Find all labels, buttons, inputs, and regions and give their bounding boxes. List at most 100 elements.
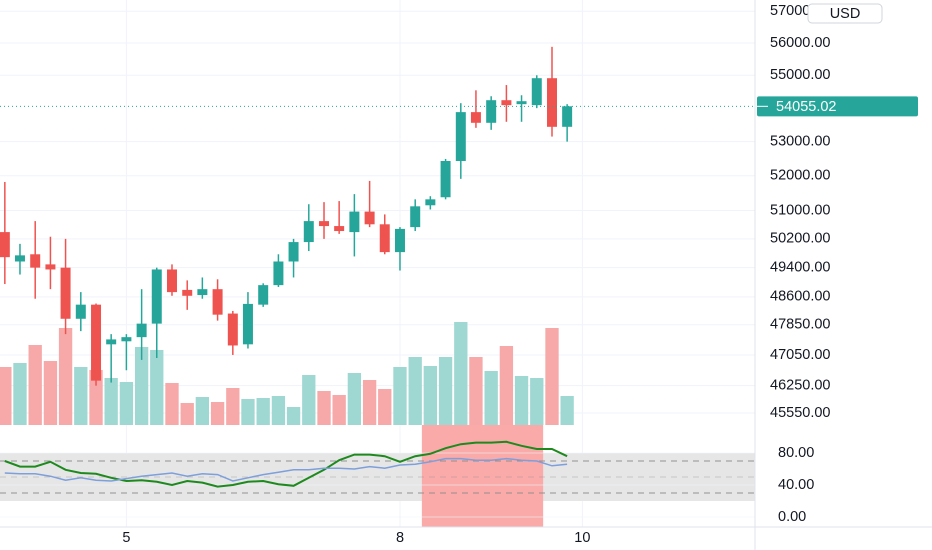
candle-body [212,289,223,315]
candle-body [121,337,132,342]
candle-body [394,228,405,253]
y-tick-label: 55000.00 [770,67,830,83]
y-tick-label: 56000.00 [770,35,830,51]
volume-bar [134,347,149,425]
volume-bar [545,328,559,425]
background-layer [0,0,755,527]
candle-body [334,226,345,232]
volume-bar [484,371,498,425]
volume-bar [560,396,574,425]
candle-body [440,160,451,198]
rsi-line [4,457,568,482]
candle-body [425,199,436,206]
volume-bar [393,367,407,425]
candle-body [136,323,147,338]
y-tick-label: 47850.00 [770,317,830,333]
candle-body [319,221,330,227]
volume-bar [195,397,210,425]
volume-bar [241,399,255,425]
volume-bar [423,366,438,425]
volume-bar [317,391,331,425]
volume-bar [226,388,240,425]
volume-bar [332,395,346,425]
main-layer [0,46,755,488]
volume-bar [454,322,468,425]
volume-bar [74,367,88,425]
candle-body [60,267,71,319]
y-tick-label: 46250.00 [770,378,830,394]
candle-body [0,232,10,258]
candle-body [106,339,117,345]
volume-bar [256,398,270,425]
volume-bar [28,345,42,425]
volume-bar [165,383,179,425]
volume-bar [378,389,392,425]
y-tick-label: 51000.00 [770,202,830,218]
candle-body [531,78,542,106]
y-tick-label: 53000.00 [770,133,830,149]
candle-body [242,303,253,345]
x-tick-label: 5 [122,530,130,546]
x-tick-label: 10 [574,530,590,546]
volume-bar [13,363,27,425]
volume-bar [362,380,377,425]
candle-body [30,254,41,268]
y-tick-label: 52000.00 [770,168,830,184]
volume-bar [58,328,73,425]
y-tick-label: 47050.00 [770,347,830,363]
volume-bar [302,375,316,425]
last-price-badge [757,96,918,117]
candle-body [364,211,375,225]
last-price-label: 54055.02 [776,99,836,115]
candle-body [501,100,512,106]
candle-body [547,78,557,127]
y-tick-label: 49400.00 [770,259,830,275]
rsi-tick-label: 0.00 [778,509,806,525]
candle-body [562,106,573,127]
candle-body [45,264,56,270]
axis-layer: 45550.00 46250.00 47050.00 47850.00 48600.00… [122,3,918,546]
candle-body [166,269,177,293]
volume-bar [271,396,286,425]
candle-body [273,261,284,286]
y-tick-label: 48600.00 [770,289,830,305]
candle-body [91,304,102,381]
volume-bar [438,357,453,425]
volume-bar [514,376,529,425]
candle-body [227,313,238,346]
y-tick-label: 50200.00 [770,231,830,247]
candle-body [151,269,162,324]
rsi-line [4,440,568,488]
candle-body [486,100,497,123]
rsi-tick-label: 80.00 [778,445,814,461]
currency-label[interactable]: USD [830,6,861,22]
currency-button[interactable] [807,3,883,24]
rsi-highlight [421,425,544,527]
y-tick-label: 45550.00 [770,405,830,421]
candle-body [197,289,208,296]
volume-bar [0,367,12,425]
volume-bar [499,346,514,425]
candle-body [455,112,466,161]
volume-bar [210,402,225,425]
volume-bar [408,357,422,425]
volume-bar [43,361,58,425]
candle-body [379,224,390,253]
candle-body [516,101,527,105]
volume-bar [104,378,118,425]
candle-body [258,285,269,305]
candle-body [410,206,421,228]
overlay-layer: USD [807,3,883,24]
candle-body [182,289,193,296]
candle-body [14,255,25,262]
candle-body [75,304,86,319]
volume-bar [180,403,194,425]
volume-bar [150,350,164,425]
volume-bar [530,378,544,425]
candle-body [470,112,481,123]
candle-body [303,221,314,243]
volume-bar [286,407,301,425]
x-tick-label: 8 [396,530,404,546]
rsi-tick-label: 40.00 [778,477,814,493]
